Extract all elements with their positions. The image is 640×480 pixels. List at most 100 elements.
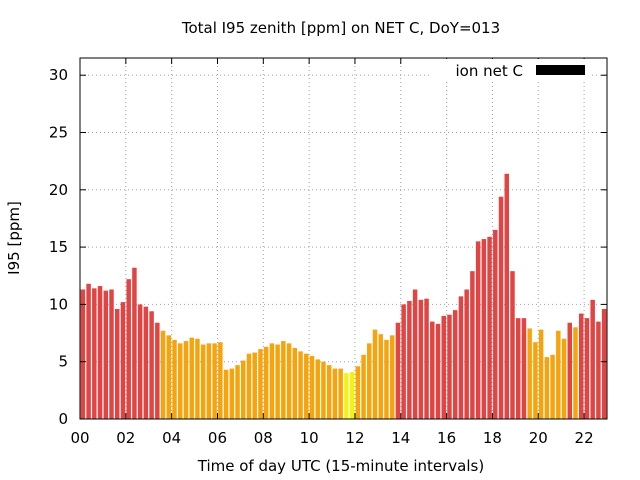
bar xyxy=(241,360,246,419)
bar xyxy=(149,311,154,419)
bar xyxy=(109,289,114,419)
bar xyxy=(538,329,544,419)
bar xyxy=(344,373,349,419)
bar xyxy=(515,318,521,419)
bar xyxy=(573,327,578,419)
bar xyxy=(275,344,280,419)
bar xyxy=(212,343,217,419)
x-tick-label: 14 xyxy=(391,429,410,447)
y-tick-label: 5 xyxy=(58,353,68,371)
bar xyxy=(246,353,252,419)
bar xyxy=(92,288,97,419)
bar xyxy=(160,330,166,419)
bar xyxy=(418,299,424,419)
bar xyxy=(550,354,555,419)
bar xyxy=(286,343,292,419)
bar xyxy=(487,236,492,419)
bar xyxy=(510,271,515,419)
bar xyxy=(441,315,446,419)
bar xyxy=(367,343,372,419)
bar xyxy=(126,279,131,419)
bar xyxy=(430,321,435,419)
bar xyxy=(349,372,355,419)
y-axis-label: I95 [ppm] xyxy=(5,201,23,275)
bar xyxy=(281,341,286,419)
legend-swatch xyxy=(536,65,585,75)
bar xyxy=(435,323,441,419)
bar xyxy=(470,271,475,419)
bar xyxy=(178,343,183,419)
bar xyxy=(172,339,177,419)
bar xyxy=(567,322,573,419)
bar xyxy=(458,296,464,419)
x-tick-label: 18 xyxy=(483,429,502,447)
y-tick-label: 0 xyxy=(58,410,68,428)
bar xyxy=(556,330,561,419)
bar xyxy=(258,349,263,419)
bar xyxy=(596,321,601,419)
bar xyxy=(338,368,343,419)
bar xyxy=(166,335,172,419)
bar xyxy=(114,308,120,419)
bar xyxy=(252,352,257,419)
bar xyxy=(137,304,143,419)
x-tick-label: 20 xyxy=(529,429,548,447)
bar xyxy=(200,344,206,419)
bar xyxy=(80,289,86,419)
bar xyxy=(533,342,538,419)
bar xyxy=(326,365,332,419)
bar xyxy=(223,369,229,419)
bar xyxy=(578,313,584,419)
bar xyxy=(544,357,550,419)
bar xyxy=(103,290,109,419)
x-tick-label: 04 xyxy=(162,429,181,447)
bar xyxy=(229,368,235,419)
legend-background xyxy=(430,59,590,81)
bar xyxy=(86,283,91,419)
x-tick-label: 08 xyxy=(254,429,273,447)
bar xyxy=(315,359,320,419)
bar xyxy=(452,310,458,419)
x-axis-label: Time of day UTC (15-minute intervals) xyxy=(197,457,484,475)
x-tick-label: 16 xyxy=(437,429,456,447)
legend-label: ion net C xyxy=(456,62,523,80)
bar xyxy=(401,304,406,419)
bar xyxy=(189,337,194,419)
bar xyxy=(601,308,607,419)
chart-title: Total I95 zenith [ppm] on NET C, DoY=013 xyxy=(181,19,500,37)
bar xyxy=(195,338,200,419)
bar xyxy=(407,300,412,419)
grid-lines xyxy=(80,58,607,419)
bar xyxy=(378,334,383,419)
bar xyxy=(384,339,389,419)
bar xyxy=(263,346,269,419)
bar xyxy=(269,343,275,419)
x-tick-label: 02 xyxy=(116,429,135,447)
y-tick-label: 10 xyxy=(49,295,68,313)
bar xyxy=(309,355,315,419)
bar xyxy=(561,338,567,419)
x-tick-label: 06 xyxy=(208,429,227,447)
y-tick-label: 20 xyxy=(49,181,68,199)
bar xyxy=(464,289,469,419)
bar xyxy=(481,239,487,419)
bar xyxy=(584,318,590,419)
x-tick-label: 00 xyxy=(70,429,89,447)
bar xyxy=(143,306,149,419)
y-tick-label: 15 xyxy=(49,238,68,256)
bar xyxy=(372,329,378,419)
bar xyxy=(292,347,298,419)
bar xyxy=(218,342,223,419)
bar xyxy=(527,328,532,419)
bar xyxy=(132,267,137,419)
bar xyxy=(412,289,418,419)
bar xyxy=(155,322,160,419)
x-tick-label: 22 xyxy=(575,429,594,447)
bar xyxy=(332,368,338,419)
y-tick-label: 30 xyxy=(49,66,68,84)
bar xyxy=(447,314,452,419)
bar xyxy=(590,299,595,419)
bar xyxy=(97,286,103,419)
y-tick-label: 25 xyxy=(49,123,68,141)
bar xyxy=(355,366,361,419)
